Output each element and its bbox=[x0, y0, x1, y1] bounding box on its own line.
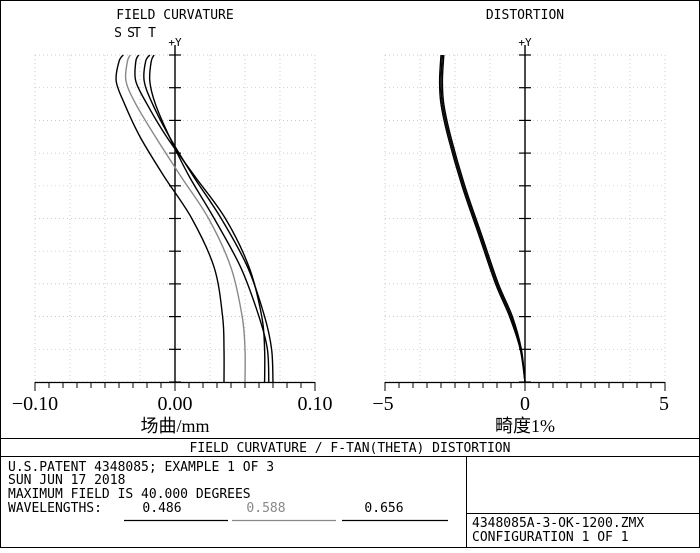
fc-series-line-2 bbox=[124, 54, 246, 383]
distortion-y-axis-label: +Y bbox=[518, 36, 532, 49]
dist-xtick-label-min: −5 bbox=[372, 393, 393, 415]
wavelength-value-2: 0.588 bbox=[246, 501, 285, 516]
file-name: 4348085A-3-OK-1200.ZMX bbox=[472, 516, 644, 531]
fc-series-line-4 bbox=[148, 54, 270, 383]
dist-series-line-2 bbox=[441, 54, 526, 383]
field-curvature-title: FIELD CURVATURE bbox=[116, 8, 233, 23]
distortion-title: DISTORTION bbox=[486, 8, 564, 23]
field-curvature-y-axis-label: +Y bbox=[168, 36, 182, 49]
distortion-plot bbox=[384, 45, 666, 391]
fc-xtick-label-min: −0.10 bbox=[12, 393, 58, 415]
legend-label-t-4: T bbox=[148, 26, 156, 41]
legend-label-s-1: S bbox=[114, 26, 122, 41]
dist-series-line-3 bbox=[438, 54, 526, 383]
configuration-label: CONFIGURATION 1 OF 1 bbox=[472, 530, 629, 545]
info-max-field-line: MAXIMUM FIELD IS 40.000 DEGREES bbox=[8, 487, 251, 502]
dist-xtick-label-max: 5 bbox=[659, 393, 669, 415]
fc-xtick-label-max: 0.10 bbox=[298, 393, 333, 415]
legend-label-t-3: T bbox=[133, 26, 141, 41]
dist-xtick-label-zero: 0 bbox=[520, 393, 530, 415]
wavelength-value-1: 0.486 bbox=[142, 501, 181, 516]
fc-series-line-5 bbox=[143, 54, 274, 383]
wavelength-value-3: 0.656 bbox=[364, 501, 403, 516]
field-curvature-x-axis-label: 场曲/mm bbox=[140, 416, 209, 436]
dist-series-line-1 bbox=[440, 54, 526, 383]
info-date-line: SUN JUN 17 2018 bbox=[8, 473, 125, 488]
fc-series-line-1 bbox=[115, 54, 225, 383]
caption-bar-text: FIELD CURVATURE / F-TAN(THETA) DISTORTIO… bbox=[190, 441, 511, 456]
info-wavelengths-label: WAVELENGTHS: bbox=[8, 501, 102, 516]
field-curvature-plot bbox=[34, 45, 316, 391]
legend-label-s-2: S bbox=[127, 26, 135, 41]
distortion-x-axis-label: 畸度1% bbox=[495, 416, 555, 436]
fc-xtick-label-zero: 0.00 bbox=[158, 393, 193, 415]
fc-series-line-3 bbox=[134, 54, 266, 383]
field-curvature-legend: S ST T bbox=[114, 26, 156, 41]
info-patent-line: U.S.PATENT 4348085; EXAMPLE 1 OF 3 bbox=[8, 460, 274, 475]
